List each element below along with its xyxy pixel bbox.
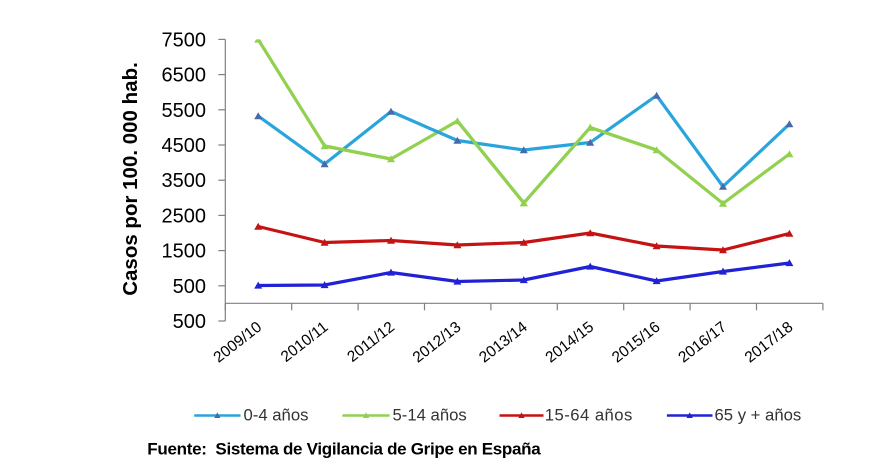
- svg-text:2017/18: 2017/18: [742, 319, 797, 367]
- svg-text:15-64 años: 15-64 años: [545, 406, 633, 425]
- svg-text:Casos por 100. 000 hab.: Casos por 100. 000 hab.: [119, 62, 142, 296]
- svg-text:1500: 1500: [162, 241, 207, 263]
- svg-text:2009/10: 2009/10: [211, 318, 266, 366]
- svg-text:Fuente: Sistema de Vigilancia: Fuente: Sistema de Vigilancia de Gripe e…: [147, 439, 541, 458]
- svg-text:2500: 2500: [162, 205, 207, 227]
- svg-text:500: 500: [173, 311, 206, 333]
- svg-text:2013/14: 2013/14: [476, 318, 531, 366]
- svg-text:65 y + años: 65 y + años: [715, 406, 802, 425]
- svg-text:0-4 años: 0-4 años: [244, 406, 309, 425]
- svg-text:2016/17: 2016/17: [675, 319, 730, 367]
- svg-text:2012/13: 2012/13: [410, 319, 465, 367]
- svg-text:4500: 4500: [162, 135, 207, 157]
- svg-text:2011/12: 2011/12: [344, 319, 398, 366]
- svg-text:500: 500: [173, 276, 206, 298]
- svg-text:2015/16: 2015/16: [609, 319, 664, 367]
- svg-text:6500: 6500: [162, 65, 207, 87]
- svg-text:5500: 5500: [162, 100, 207, 122]
- svg-text:2010/11: 2010/11: [278, 319, 332, 366]
- svg-text:3500: 3500: [162, 170, 207, 192]
- svg-text:2014/15: 2014/15: [543, 319, 598, 367]
- svg-text:7500: 7500: [162, 29, 207, 51]
- svg-text:5-14 años: 5-14 años: [393, 406, 467, 425]
